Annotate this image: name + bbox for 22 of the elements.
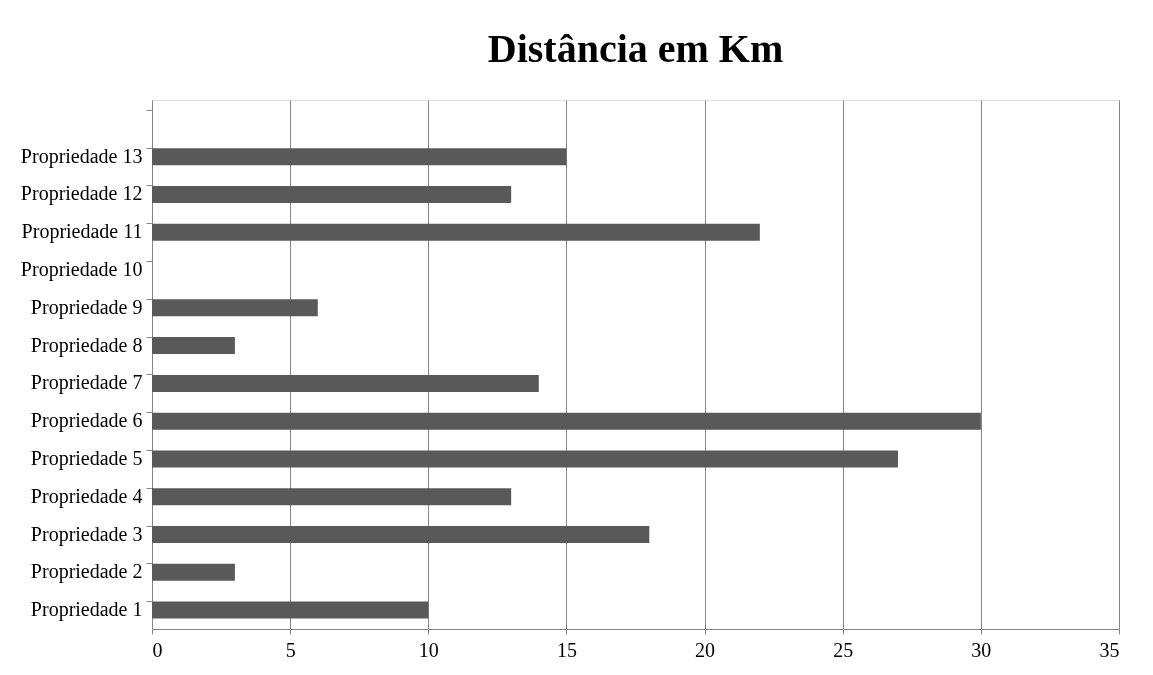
y-tick-label: Propriedade 11 (21, 220, 143, 244)
y-tick-label: Propriedade 4 (30, 484, 143, 508)
y-tick-label: Propriedade 9 (30, 295, 143, 319)
y-tick-label: Propriedade 2 (30, 560, 143, 584)
y-tick-label: Propriedade 8 (30, 333, 143, 357)
x-tick-label: 5 (285, 638, 296, 661)
y-tick-label: Propriedade 12 (20, 182, 143, 206)
y-tick-label: Propriedade 3 (30, 522, 143, 546)
y-tick-label: Propriedade 6 (30, 409, 143, 433)
chart-title: Distância em Km (487, 26, 784, 71)
x-tick-label: 35 (1099, 638, 1120, 661)
y-tick-label: Propriedade 1 (30, 598, 143, 622)
x-tick-label: 15 (556, 638, 577, 661)
y-tick-label: Propriedade 7 (30, 371, 143, 395)
x-tick-label: 30 (971, 638, 992, 661)
y-tick-label: Propriedade 13 (20, 144, 143, 168)
x-tick-label: 10 (418, 638, 439, 661)
x-tick-label: 0 (152, 638, 163, 661)
y-tick-label: Propriedade 10 (20, 258, 143, 282)
x-tick-label: 20 (695, 638, 716, 661)
y-tick-label: Propriedade 5 (30, 446, 143, 470)
x-tick-label: 25 (833, 638, 854, 661)
